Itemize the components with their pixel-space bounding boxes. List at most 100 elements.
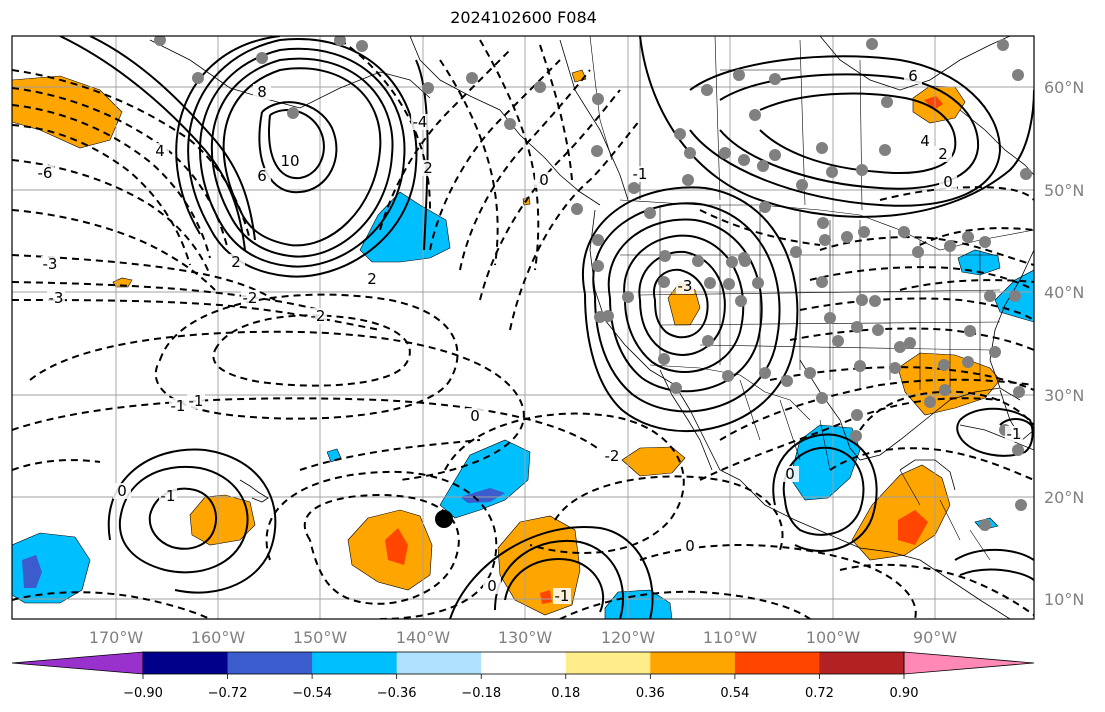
station-dot [962,356,974,368]
station-dot [334,36,346,46]
contour-label-bg [904,68,922,84]
contour-label-bg [1005,426,1023,442]
station-dot [749,109,761,121]
coast-cuba [959,424,1034,451]
contour-label-bg [309,308,327,324]
shade-red-127w [540,590,552,604]
lon-label: 170°W [89,628,144,647]
station-dot [796,179,808,191]
colorbar-tick-label: 0.36 [636,686,665,701]
contour-dashed [789,327,1034,351]
colorbar-min-extend [11,651,144,675]
contour-solid [199,47,406,268]
storm-center-marker [435,510,453,528]
contour-label: -1 [555,587,570,605]
colorbar-tick-label: −0.90 [123,686,163,701]
colorbar-tick-label: −0.54 [292,686,332,701]
contour-label-bg [227,254,245,270]
shade-royalblue-far-sw [22,555,42,588]
lon-label: 130°W [498,628,553,647]
shade-orange-nw-pacific [12,75,123,149]
station-dot [719,147,731,159]
station-dot [752,277,764,289]
border-canada-provinces [639,36,863,211]
lon-label: 150°W [293,628,348,647]
contour-label-bg [363,271,381,287]
station-dot [602,310,614,322]
contour-solid [59,36,246,251]
station-dot [781,375,793,387]
contour-label: 2 [231,253,241,271]
contour-dashed [12,87,229,251]
station-dot [832,335,844,347]
contour-dashed [12,104,211,259]
lat-label: 20°N [1044,488,1084,507]
contour-lines [12,36,1034,619]
border-central-america [899,469,991,561]
contour-dashed [12,299,381,331]
station-dot [819,234,831,246]
contour-solid [653,268,709,339]
contour-label-bg [253,84,271,100]
station-dot [866,38,878,50]
contour-dashed [299,439,481,471]
colorbar-segment [481,652,567,674]
colorbar-segment [650,652,736,674]
coast-canada-west [559,39,629,201]
contour-label-bg [47,290,65,306]
colorbar-tick-label: −0.72 [208,686,248,701]
station-dot [894,341,906,353]
contour-solid [999,418,1034,431]
station-dot [726,256,738,268]
station-dot [856,294,868,306]
shade-orange-small-160w [112,277,133,288]
station-dot [979,519,991,531]
colorbar-tick-label: −0.36 [377,686,417,701]
contour-dashed [12,397,601,451]
colorbar-segment [734,652,820,674]
station-dot [674,128,686,140]
contour-label-bg [169,398,187,414]
contour-label: 4 [155,142,165,160]
contour-label: 0 [943,173,953,191]
station-dot [628,182,640,194]
coast-mexico-pacific [739,479,1011,619]
contour-label: -6 [38,164,53,182]
station-dot [962,231,974,243]
lon-label: 120°W [601,628,656,647]
contour-label: 0 [487,577,497,595]
contour-label: 0 [785,465,795,483]
contour-solid [148,487,217,550]
station-dot [534,81,546,93]
contour-label: -2 [605,447,620,465]
contour-dashed [29,330,525,481]
contour-label-bg [41,256,59,272]
political-borders [589,36,1034,561]
station-dot [826,166,838,178]
station-dot [684,147,696,159]
colorbar-segment [565,652,651,674]
contour-dashed [819,236,1034,266]
contour-solid [956,407,1034,457]
station-dot [979,236,991,248]
contour-label-bg [483,578,501,594]
contour-label-bg [553,588,571,604]
station-dot [722,370,734,382]
coast-hudson-bay [819,36,1011,91]
contour-dashed [444,412,685,554]
station-dot [989,346,1001,358]
station-dot [702,335,714,347]
contour-solid [494,539,625,619]
contour-label: 10 [280,152,299,170]
station-dot [733,69,745,81]
contour-label: -3 [678,277,693,295]
contour-dashed [829,447,1034,481]
station-dot [889,362,901,374]
contour-dashed [799,297,1034,321]
coast-gulf-mexico [799,359,1021,461]
contour-dashed [12,591,211,619]
contour-label: -3 [43,255,58,273]
shade-blue-great-lakes [957,249,1001,276]
contour-label: 2 [423,159,433,177]
station-dot [422,82,434,94]
